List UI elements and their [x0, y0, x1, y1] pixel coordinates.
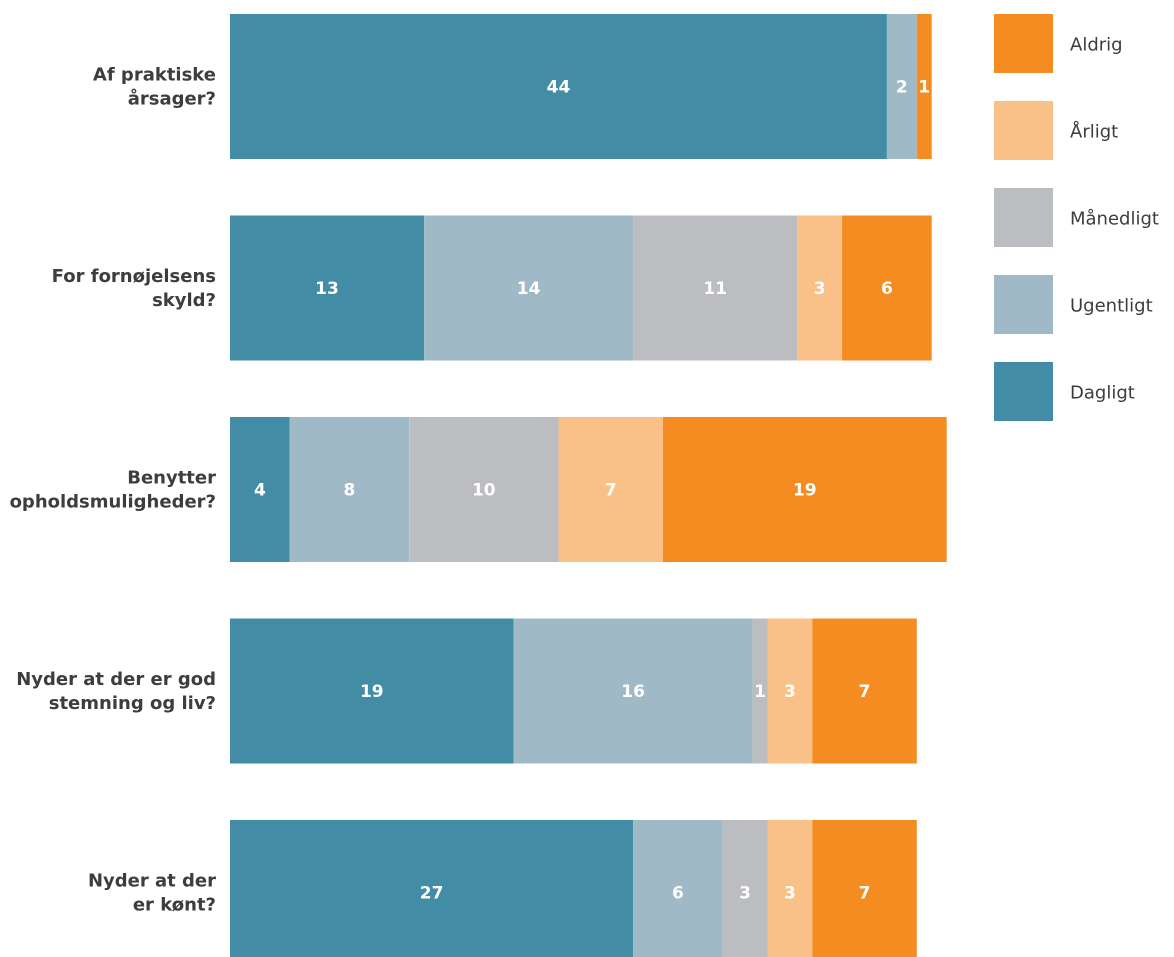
data-label: 14 — [517, 279, 541, 299]
legend-swatch — [994, 275, 1053, 334]
data-label: 44 — [547, 78, 571, 98]
category-label: For fornøjelsens skyld? — [52, 266, 216, 311]
category-label-line: stemning og liv? — [49, 693, 216, 714]
data-label: 8 — [343, 481, 355, 501]
category-label-line: årsager? — [128, 88, 216, 110]
data-label: 11 — [703, 279, 727, 299]
legend-label: Dagligt — [1070, 383, 1135, 404]
legend-swatch — [994, 188, 1053, 247]
legend-label: Årligt — [1070, 121, 1118, 143]
category-label-line: For fornøjelsens — [52, 266, 216, 287]
data-label: 3 — [739, 884, 751, 904]
data-label: 3 — [814, 279, 826, 299]
bar-segment-dagligt — [230, 215, 425, 361]
data-label: 1 — [754, 682, 766, 702]
bar-segment-månedligt — [409, 417, 559, 562]
data-label: 3 — [784, 884, 796, 904]
bar-segment-ugentligt — [513, 618, 753, 764]
data-label: 6 — [672, 884, 684, 904]
category-label-line: Nyder at der — [88, 871, 216, 892]
data-label: 7 — [605, 481, 617, 501]
bar-segment-ugentligt — [289, 417, 410, 562]
category-label: Benytter opholdsmuligheder? — [10, 468, 217, 513]
data-label: 3 — [784, 682, 796, 702]
legend-label: Ugentligt — [1070, 296, 1153, 317]
bar-segment-månedligt — [752, 618, 768, 764]
bar-segment-dagligt — [230, 417, 290, 562]
category-label-line: Af praktiske — [93, 65, 216, 86]
data-label: 19 — [793, 481, 817, 501]
category-label-line: opholdsmuligheder? — [10, 492, 216, 513]
category-labels: Af praktiske årsager? For fornøjelsens skyl… — [10, 65, 217, 916]
data-label: 7 — [859, 682, 871, 702]
data-label: 27 — [420, 884, 444, 904]
legend-swatch — [994, 14, 1053, 73]
category-label: Af praktiske årsager? — [93, 65, 216, 110]
bar-segment-ugentligt — [424, 215, 634, 361]
bar-segment-dagligt — [230, 14, 887, 159]
data-label: 13 — [315, 279, 339, 299]
legend: Aldrig Årligt Månedligt Ugentligt Dagligt — [994, 14, 1159, 421]
legend-swatch — [994, 101, 1053, 160]
legend-label: Aldrig — [1070, 35, 1123, 56]
bar-segment-ugentligt — [633, 820, 723, 957]
bar-segment-årligt — [797, 215, 843, 361]
category-label: Nyder at der er kønt? — [88, 871, 216, 916]
data-label: 1 — [918, 78, 930, 98]
bar-segment-årligt — [767, 618, 813, 764]
bar-segment-ugentligt — [886, 14, 917, 159]
legend-swatch — [994, 362, 1053, 421]
data-label: 4 — [254, 481, 266, 501]
bar-segment-aldrig — [663, 417, 947, 562]
bar-segment-månedligt — [722, 820, 768, 957]
category-label-line: er kønt? — [133, 895, 216, 916]
bar-segment-dagligt — [230, 618, 514, 764]
legend-label: Månedligt — [1070, 209, 1159, 230]
bar-segment-månedligt — [633, 215, 798, 361]
bar-segment-aldrig — [812, 618, 917, 764]
category-label-line: Benytter — [127, 468, 216, 489]
bar-segment-årligt — [767, 820, 813, 957]
bar-segment-aldrig — [916, 14, 932, 159]
category-label-line: Nyder at der er god — [16, 669, 216, 690]
data-label: 19 — [360, 682, 384, 702]
bar-segment-dagligt — [230, 820, 634, 957]
bar-segment-aldrig — [842, 215, 932, 361]
data-label: 7 — [859, 884, 871, 904]
data-label: 10 — [472, 481, 496, 501]
data-label: 2 — [896, 78, 908, 98]
bar-segment-aldrig — [812, 820, 917, 957]
category-label-line: skyld? — [152, 290, 216, 311]
data-label: 6 — [881, 279, 893, 299]
bar-segment-årligt — [558, 417, 663, 562]
data-label: 16 — [621, 682, 645, 702]
category-label: Nyder at der er god stemning og liv? — [16, 669, 216, 714]
